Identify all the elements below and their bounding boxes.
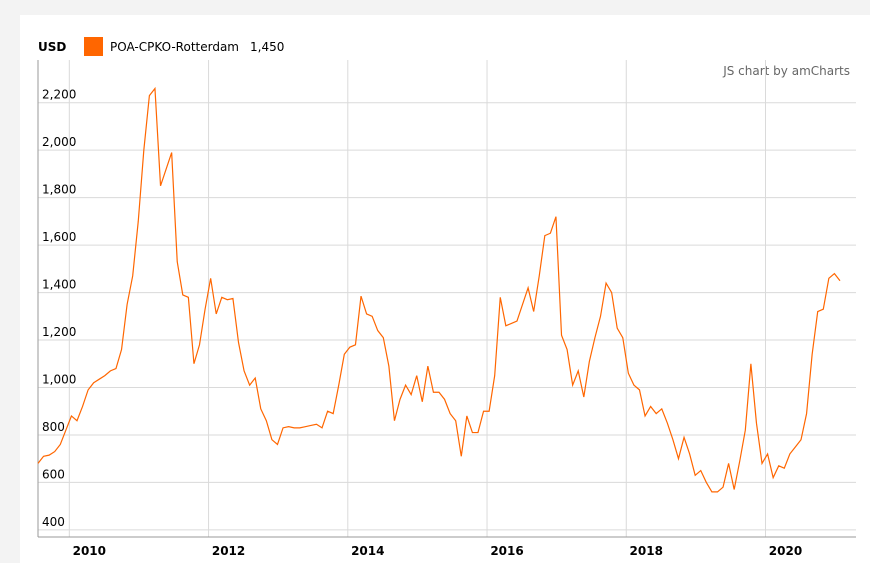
credit: JS chart by amCharts [722, 64, 850, 78]
y-tick-label: 800 [42, 420, 65, 434]
y-tick-label: 1,600 [42, 230, 76, 244]
y-tick-label: 1,800 [42, 183, 76, 197]
y-tick-label: 1,400 [42, 278, 76, 292]
legend-value: 1,450 [250, 40, 284, 54]
x-tick-label: 2018 [630, 544, 663, 558]
chart-panel [20, 15, 870, 563]
y-tick-label: 1,000 [42, 372, 76, 386]
x-tick-label: 2012 [212, 544, 245, 558]
y-tick-label: 2,200 [42, 88, 76, 102]
x-tick-label: 2010 [73, 544, 106, 558]
y-tick-label: 400 [42, 515, 65, 529]
x-tick-label: 2016 [490, 544, 523, 558]
x-tick-label: 2014 [351, 544, 384, 558]
price-line [37, 86, 841, 493]
legend-swatch [84, 37, 103, 56]
y-tick-label: 1,200 [42, 325, 76, 339]
x-tick-label: 2020 [769, 544, 802, 558]
y-tick-label: 2,000 [42, 135, 76, 149]
legend-label: POA-CPKO-Rotterdam [110, 40, 239, 54]
y-tick-label: 600 [42, 467, 65, 481]
y-unit: USD [38, 40, 66, 54]
